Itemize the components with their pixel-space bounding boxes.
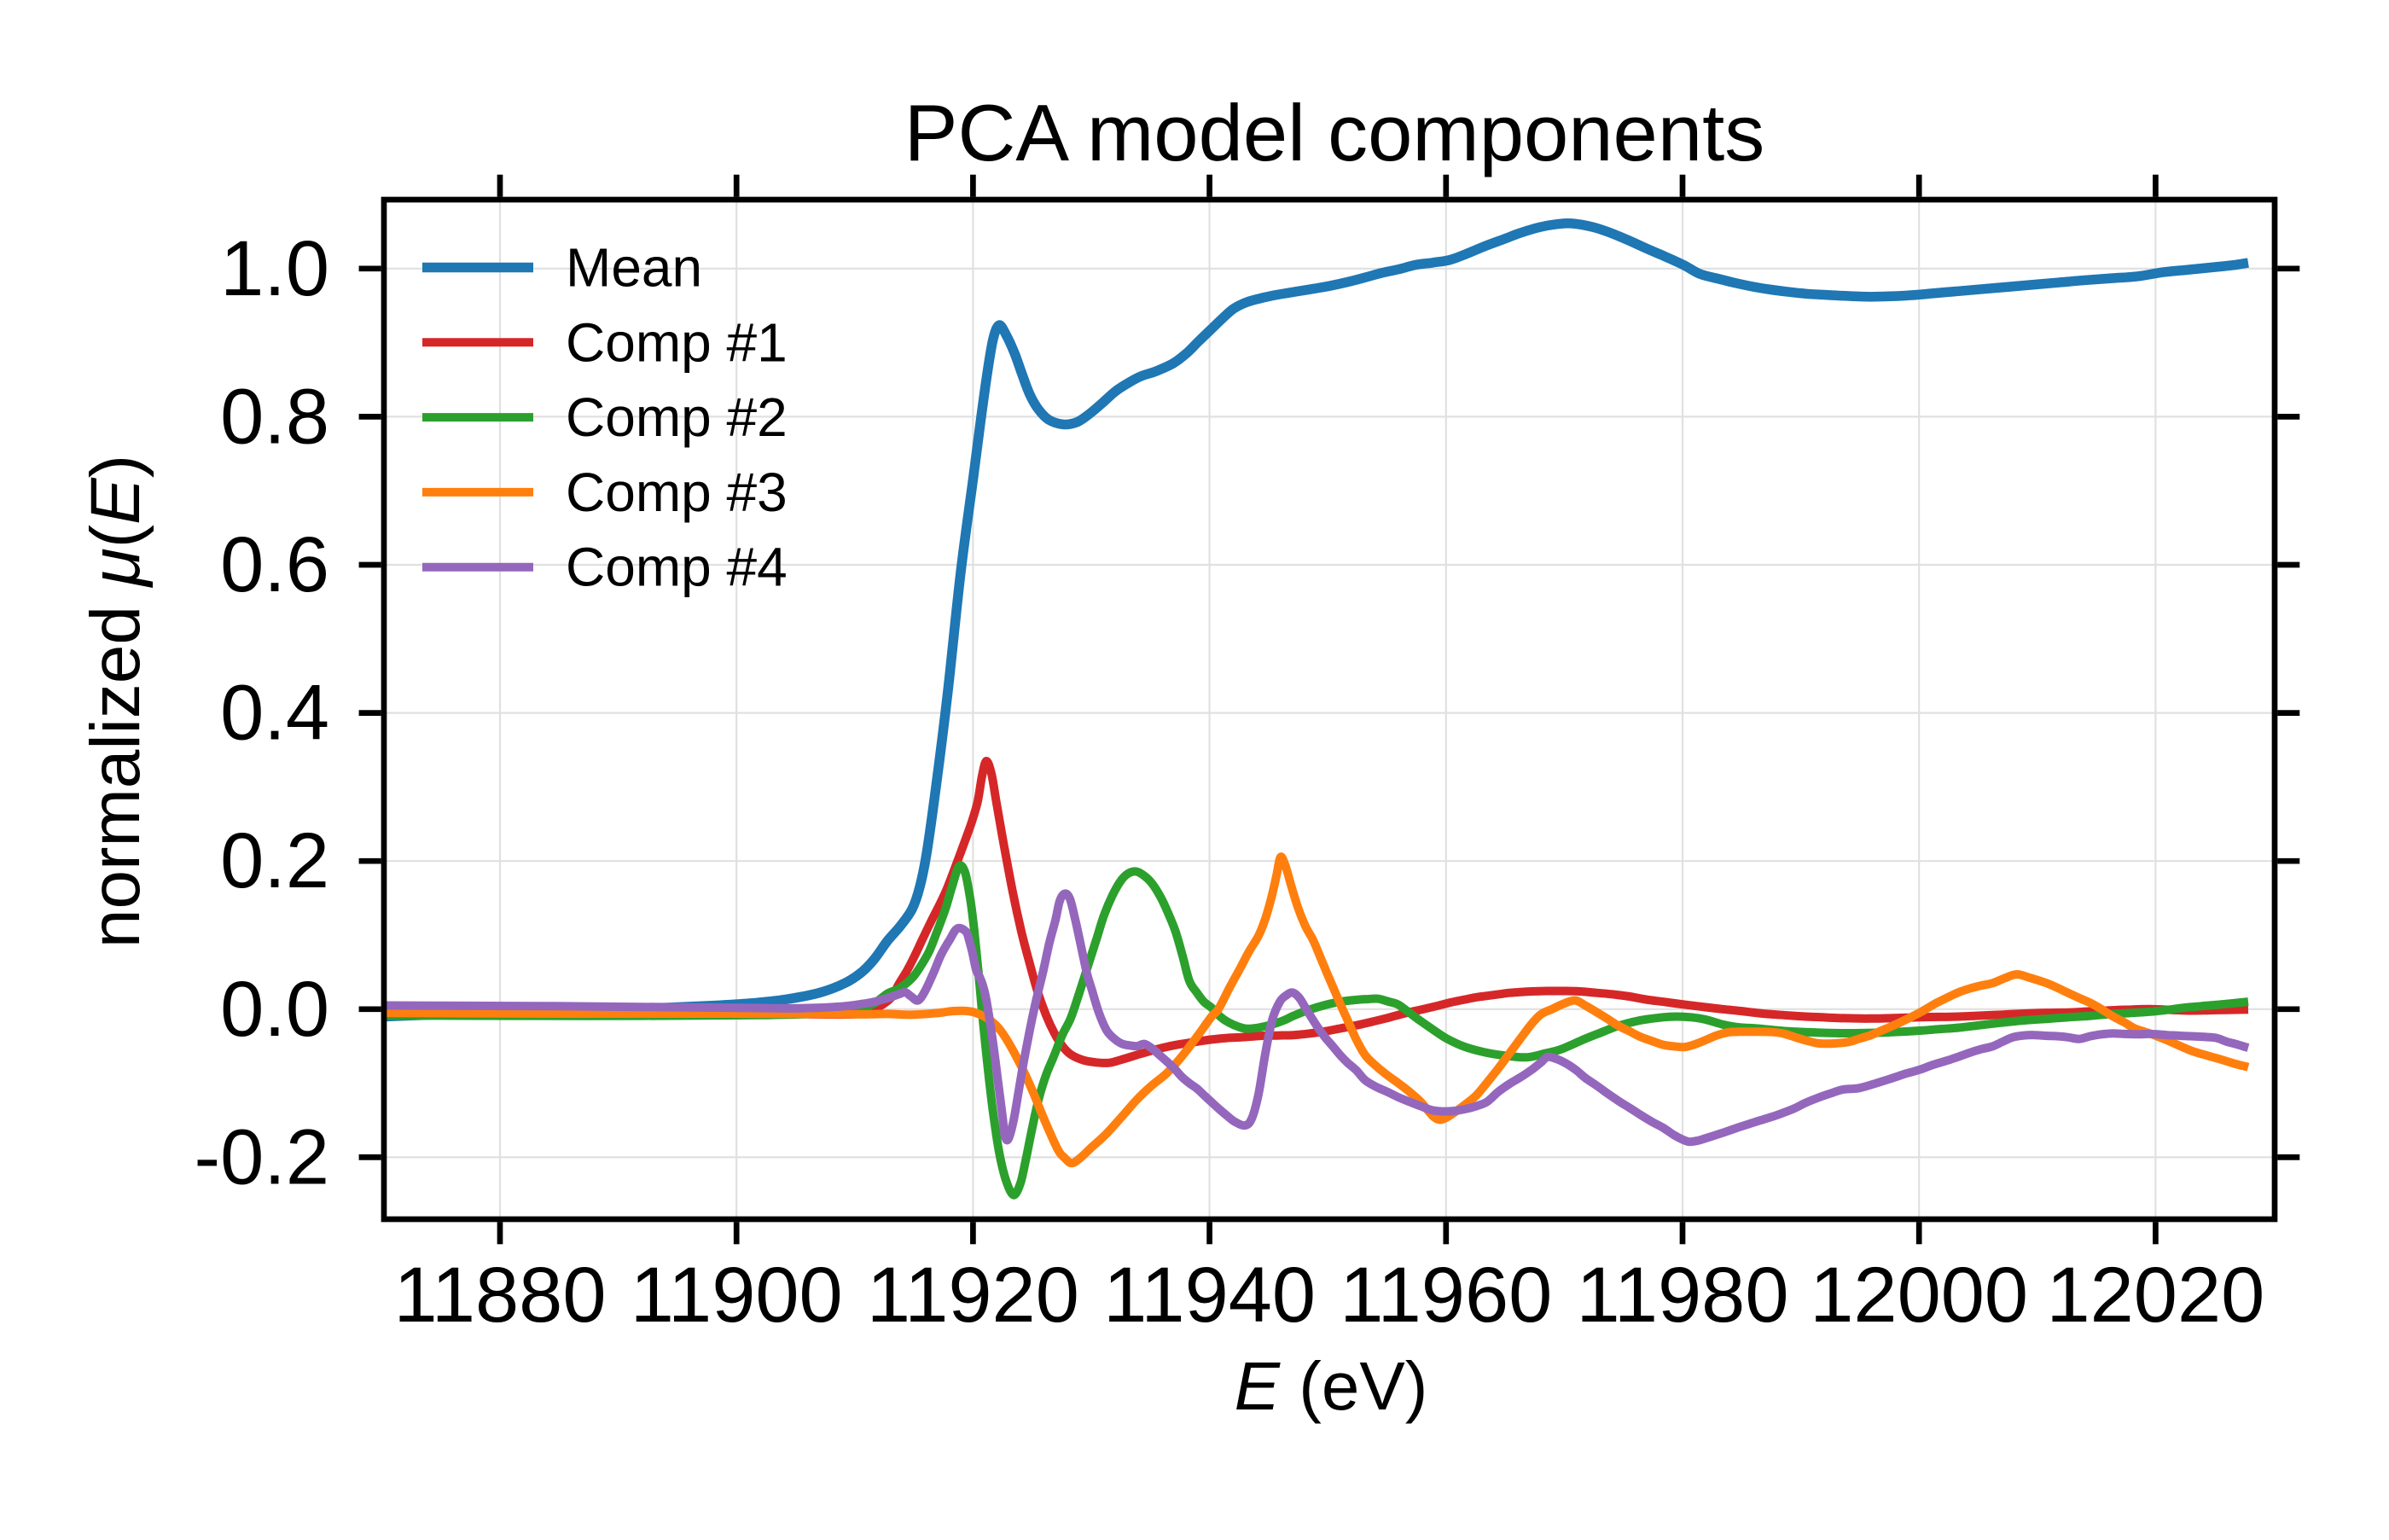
svg-text:0.4: 0.4 — [220, 670, 329, 757]
svg-text:Comp #4: Comp #4 — [566, 537, 788, 598]
svg-text:11900: 11900 — [631, 1252, 843, 1339]
svg-text:-0.2: -0.2 — [194, 1113, 329, 1200]
svg-text:11940: 11940 — [1103, 1252, 1316, 1339]
svg-text:12020: 12020 — [2046, 1252, 2264, 1339]
svg-text:Comp #1: Comp #1 — [566, 311, 788, 373]
svg-text:0.0: 0.0 — [220, 966, 329, 1053]
svg-text:0.8: 0.8 — [220, 373, 329, 460]
svg-text:12000: 12000 — [1810, 1252, 2028, 1339]
svg-text:11880: 11880 — [393, 1252, 606, 1339]
svg-text:0.6: 0.6 — [220, 521, 329, 608]
svg-text:normalized μ(E): normalized μ(E) — [77, 455, 154, 948]
svg-text:E (eV): E (eV) — [1235, 1348, 1428, 1424]
svg-text:11920: 11920 — [867, 1252, 1079, 1339]
svg-text:11980: 11980 — [1576, 1252, 1788, 1339]
svg-text:Comp #2: Comp #2 — [566, 386, 788, 448]
svg-text:PCA model components: PCA model components — [904, 88, 1764, 177]
svg-text:11960: 11960 — [1340, 1252, 1552, 1339]
svg-text:1.0: 1.0 — [220, 225, 329, 312]
svg-text:0.2: 0.2 — [220, 817, 329, 904]
svg-text:Comp #3: Comp #3 — [566, 462, 788, 523]
svg-text:Mean: Mean — [566, 237, 702, 299]
